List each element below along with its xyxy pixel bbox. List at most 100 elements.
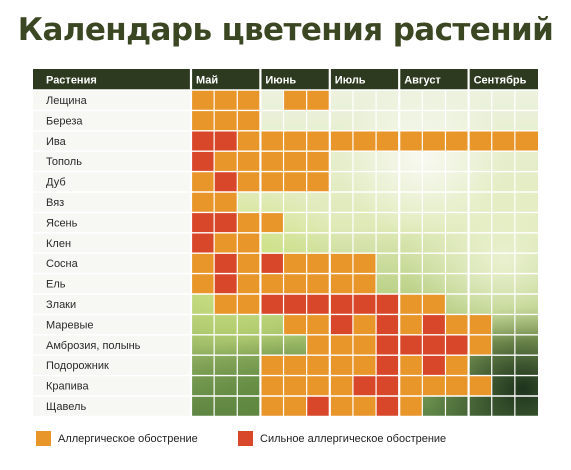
moderate-cell — [237, 294, 261, 315]
moderate-cell — [306, 90, 330, 111]
moderate-cell — [237, 151, 261, 172]
moderate-cell — [514, 130, 538, 152]
moderate-cell — [260, 130, 284, 152]
moderate-cell — [306, 314, 330, 335]
moderate-cell — [399, 396, 423, 417]
plant-name: Амброзия, полынь — [46, 340, 141, 352]
severe-cell — [260, 294, 284, 315]
moderate-cell — [399, 130, 423, 152]
moderate-cell — [237, 232, 261, 254]
moderate-cell — [214, 90, 238, 111]
severe-cell — [376, 396, 400, 417]
moderate-cell — [306, 334, 330, 356]
page-title: Календарь цветения растений — [17, 12, 554, 48]
plant-name: Вяз — [46, 197, 64, 209]
severe-cell — [191, 232, 215, 254]
moderate-cell — [329, 396, 353, 417]
moderate-cell — [306, 171, 330, 192]
header-row — [33, 69, 538, 90]
severe-cell — [422, 355, 446, 376]
plant-name: Сосна — [46, 258, 79, 270]
moderate-cell — [445, 355, 469, 376]
severe-cell — [283, 294, 307, 315]
moderate-cell — [352, 355, 377, 376]
moderate-cell — [191, 110, 215, 131]
moderate-cell — [214, 151, 238, 172]
moderate-cell — [283, 396, 307, 417]
severe-cell — [214, 253, 238, 274]
moderate-cell — [214, 192, 238, 213]
severe-cell — [260, 253, 284, 274]
moderate-cell — [329, 273, 353, 294]
plant-name: Ива — [46, 136, 67, 148]
plant-name: Тополь — [46, 156, 82, 168]
moderate-cell — [283, 253, 307, 274]
moderate-cell — [214, 110, 238, 131]
moderate-cell — [422, 130, 446, 152]
plant-name: Крапива — [46, 381, 89, 393]
moderate-cell — [191, 253, 215, 274]
moderate-cell — [260, 171, 284, 192]
legend-moderate-label: Аллергическое обострение — [58, 432, 198, 445]
moderate-cell — [399, 314, 423, 335]
moderate-cell — [329, 130, 353, 152]
moderate-cell — [306, 355, 330, 376]
moderate-cell — [237, 90, 261, 111]
severe-cell — [376, 314, 400, 335]
moderate-cell — [306, 130, 330, 152]
moderate-cell — [468, 334, 492, 356]
moderate-cell — [329, 253, 353, 274]
severe-cell — [214, 273, 238, 294]
moderate-cell — [352, 396, 377, 417]
moderate-cell — [399, 294, 423, 315]
legend-moderate-swatch — [36, 431, 51, 446]
severe-cell — [445, 334, 469, 356]
severe-cell — [191, 212, 215, 233]
moderate-cell — [329, 355, 353, 376]
moderate-cell — [306, 253, 330, 274]
plant-name: Клен — [46, 238, 71, 250]
moderate-cell — [283, 130, 307, 152]
severe-cell — [399, 334, 423, 356]
severe-cell — [191, 130, 215, 152]
moderate-cell — [491, 130, 515, 152]
month-label: Июль — [335, 75, 366, 87]
moderate-cell — [283, 171, 307, 192]
moderate-cell — [422, 375, 446, 396]
severe-cell — [191, 151, 215, 172]
moderate-cell — [445, 314, 469, 335]
moderate-cell — [468, 314, 492, 335]
moderate-cell — [237, 171, 261, 192]
severe-cell — [422, 314, 446, 335]
moderate-cell — [237, 212, 261, 233]
moderate-cell — [191, 273, 215, 294]
severe-cell — [214, 212, 238, 233]
moderate-cell — [306, 375, 330, 396]
severe-cell — [376, 375, 400, 396]
moderate-cell — [191, 171, 215, 192]
legend-severe-swatch — [238, 431, 253, 446]
moderate-cell — [191, 192, 215, 213]
moderate-cell — [352, 273, 377, 294]
moderate-cell — [237, 273, 261, 294]
moderate-cell — [352, 334, 377, 356]
plant-name: Ель — [46, 279, 66, 291]
severe-cell — [376, 355, 400, 376]
moderate-cell — [468, 130, 492, 152]
moderate-cell — [283, 355, 307, 376]
moderate-cell — [399, 355, 423, 376]
moderate-cell — [214, 232, 238, 254]
moderate-cell — [260, 273, 284, 294]
severe-cell — [214, 130, 238, 152]
moderate-cell — [376, 130, 400, 152]
moderate-cell — [352, 253, 377, 274]
plant-name: Злаки — [46, 299, 76, 311]
severe-cell — [329, 294, 353, 315]
moderate-cell — [260, 151, 284, 172]
moderate-cell — [399, 375, 423, 396]
header-plants-label: Растения — [46, 75, 97, 87]
severe-cell — [352, 375, 377, 396]
moderate-cell — [283, 90, 307, 111]
moderate-cell — [352, 314, 377, 335]
